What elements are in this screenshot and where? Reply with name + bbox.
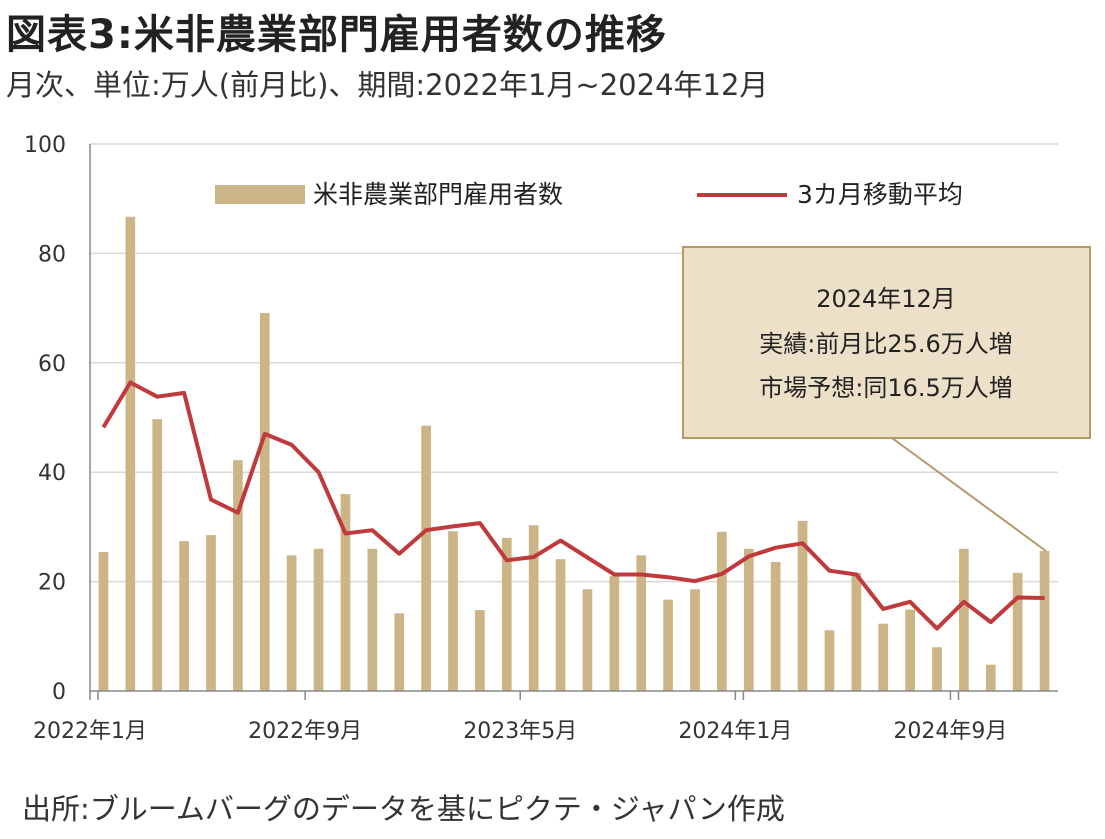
bar-2022-01 — [98, 552, 109, 691]
chart-subtitle: 月次、単位:万人(前月比)、期間:2022年1月~2024年12月 — [6, 68, 769, 102]
bar-2023-02 — [448, 531, 458, 691]
bar-2023-11 — [690, 589, 700, 691]
bar-2024-06 — [878, 623, 889, 691]
bar-2022-11 — [367, 548, 378, 691]
legend: 米非農業部門雇用者数 3カ月移動平均 — [215, 180, 963, 209]
bar-2023-12 — [717, 531, 727, 691]
annotation-leader-line — [891, 437, 1047, 552]
bar-2023-08 — [609, 576, 620, 691]
y-tick-label: 100 — [24, 133, 66, 158]
annotation-line-1: 2024年12月 — [816, 285, 956, 313]
bar-2024-10 — [985, 664, 996, 691]
bar-2022-09 — [313, 548, 324, 691]
y-axis-ticks: 0 20 40 60 80 100 — [24, 133, 66, 705]
x-tick-label: 2024年9月 — [893, 719, 1007, 744]
source-note: 出所:ブルームバーグのデータを基にピクテ・ジャパン作成 — [22, 792, 785, 826]
x-tick-label: 2022年9月 — [248, 719, 362, 744]
y-tick-label: 80 — [38, 242, 66, 267]
bar-2022-12 — [394, 613, 405, 691]
x-axis-ticks: 2022年1月 2022年9月 2023年5月 2024年1月 2024年9月 — [33, 691, 1007, 744]
bar-2023-06 — [555, 559, 566, 691]
bar-2024-02 — [770, 561, 781, 691]
bar-2024-07 — [905, 609, 915, 691]
legend-bar-label: 米非農業部門雇用者数 — [313, 180, 563, 209]
bar-2022-04 — [179, 541, 189, 691]
bar-2023-05 — [528, 525, 539, 691]
x-tick-label: 2024年1月 — [678, 719, 792, 744]
bar-2022-05 — [206, 535, 216, 691]
annotation-line-2: 実績:前月比25.6万人増 — [759, 330, 1013, 358]
bar-2024-01 — [743, 548, 754, 691]
bar-2024-12 — [1039, 550, 1050, 691]
bar-2022-02 — [125, 216, 136, 691]
bar-2023-10 — [663, 599, 673, 691]
y-tick-label: 20 — [38, 571, 66, 596]
x-tick-label: 2022年1月 — [33, 719, 147, 744]
bar-2023-03 — [475, 610, 485, 691]
y-tick-label: 40 — [38, 461, 66, 486]
bar-2024-08 — [932, 647, 942, 691]
legend-line-label: 3カ月移動平均 — [797, 180, 963, 209]
bar-2024-11 — [1012, 572, 1023, 691]
bar-series — [98, 216, 1050, 691]
bar-2024-04 — [824, 630, 835, 691]
legend-bar-swatch — [215, 185, 305, 204]
moving-average-line — [101, 380, 1045, 631]
annotation-box — [682, 246, 1091, 439]
line-series — [101, 380, 1045, 631]
annotation-callout: 2024年12月 実績:前月比25.6万人増 市場予想:同16.5万人増 — [682, 246, 1091, 552]
bar-2024-09 — [959, 548, 969, 691]
chart-title: 図表3:米非農業部門雇用者数の推移 — [6, 12, 667, 58]
bar-2023-04 — [501, 537, 512, 691]
bar-2022-03 — [152, 419, 163, 691]
employment-chart: 0 20 40 60 80 100 2022年1月 2022年9月 2023年5月 2024年1… — [24, 133, 1091, 744]
bar-2022-10 — [340, 494, 351, 691]
y-tick-label: 0 — [52, 680, 66, 705]
bar-2024-05 — [851, 572, 862, 691]
axes — [89, 144, 1058, 692]
annotation-line-3: 市場予想:同16.5万人増 — [759, 374, 1013, 402]
bar-2022-07 — [259, 313, 270, 691]
y-tick-label: 60 — [38, 352, 66, 377]
bar-2024-03 — [797, 520, 808, 691]
bar-2023-07 — [582, 589, 593, 691]
bar-2023-01 — [421, 425, 431, 691]
bar-2023-09 — [636, 555, 647, 691]
x-tick-label: 2023年5月 — [463, 719, 577, 744]
bar-2022-08 — [286, 555, 297, 691]
bar-2022-06 — [233, 460, 243, 691]
